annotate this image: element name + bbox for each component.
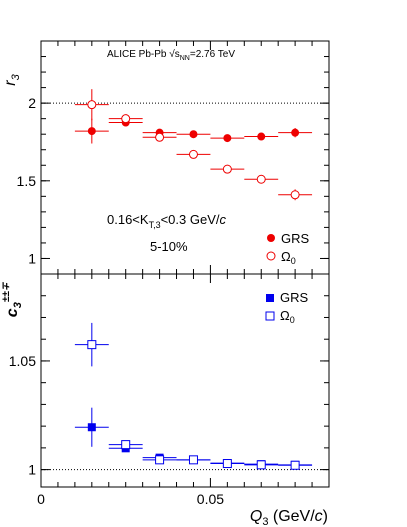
y-tick-label: 1: [28, 250, 36, 266]
legend-grs-label-top: GRS: [281, 231, 310, 246]
experiment-text: ALICE Pb-Pb √s: [107, 48, 180, 60]
data-point: [188, 149, 198, 159]
experiment-annotation: ALICE Pb-Pb √sNN=2.76 TeV: [107, 48, 235, 62]
kt-tail: <0.3 GeV/: [161, 212, 220, 227]
data-point: [223, 134, 232, 143]
legend-omega-marker-red: [266, 251, 276, 261]
data-point: [121, 440, 131, 450]
xlabel-unit-c: c: [315, 508, 323, 525]
bottom-legend: GRS Ω0: [265, 290, 309, 325]
y-tick-label: 1: [28, 462, 36, 478]
bottom-ylabel: c3±±∓: [1, 281, 24, 317]
legend-omega-label-bottom: Ω0: [280, 308, 295, 325]
data-point: [222, 164, 232, 174]
xlabel-unit-suffix: ): [323, 508, 328, 525]
data-point: [188, 455, 198, 465]
kt-annotation: 0.16<KT,3<0.3 GeV/c: [107, 212, 227, 230]
xlabel-unit-prefix: (GeV/: [268, 508, 315, 525]
data-marks: [74, 89, 313, 470]
y-tick-label: 1.5: [17, 173, 37, 189]
legend-omega-marker-blue: [265, 311, 275, 321]
xlabel-q: Q: [250, 508, 262, 525]
bottom-ylabel-main: c: [4, 308, 21, 317]
data-point: [87, 127, 96, 136]
data-point: [291, 128, 300, 137]
energy-sub: NN: [180, 55, 190, 62]
data-point: [121, 114, 131, 124]
y-tick-label: 2: [28, 95, 36, 111]
axis-ticks: 1 1.5 2 1 1.05 0 0.05: [9, 40, 330, 507]
data-point: [256, 460, 266, 470]
legend-omega-bottom-sub: 0: [290, 315, 295, 325]
legend-omega-top-sub: 0: [291, 256, 296, 266]
data-point: [87, 340, 97, 350]
energy-value: =2.76 TeV: [190, 49, 235, 60]
reference-lines: [41, 102, 329, 471]
data-point: [189, 130, 198, 139]
x-tick-label: 0.05: [197, 491, 224, 507]
bottom-panel-frame: [40, 273, 330, 488]
data-point: [256, 174, 266, 184]
top-ylabel-main: r: [2, 80, 19, 86]
legend-omega-label-top: Ω0: [281, 249, 296, 266]
centrality-annotation: 5-10%: [150, 239, 188, 254]
legend-grs-marker-red: [267, 234, 275, 242]
data-point: [290, 460, 300, 470]
bottom-ylabel-sub: 3: [12, 302, 24, 308]
data-point: [155, 132, 165, 142]
legend-omega-bottom-main: Ω: [280, 308, 290, 323]
data-point: [87, 100, 97, 110]
data-point: [87, 423, 96, 432]
x-axis-label: Q3 (GeV/c): [250, 508, 328, 527]
bottom-ylabel-sup: ±±∓: [1, 281, 12, 302]
top-legend: GRS Ω0: [266, 231, 310, 266]
xlabel-sub: 3: [262, 516, 268, 527]
kt-sub: T,3: [149, 220, 161, 230]
top-ylabel: r3: [2, 73, 22, 85]
data-point: [257, 132, 266, 141]
data-point: [222, 459, 232, 469]
x-tick-label: 0: [37, 491, 45, 507]
kt-text: 0.16<K: [107, 212, 149, 227]
data-point: [290, 190, 300, 200]
data-point: [155, 455, 165, 465]
y-tick-label: 1.05: [9, 353, 36, 369]
top-ylabel-sub: 3: [10, 73, 22, 80]
legend-grs-label-bottom: GRS: [280, 290, 309, 305]
legend-grs-marker-blue: [266, 294, 274, 302]
legend-omega-top-main: Ω: [281, 249, 291, 264]
kt-unit: c: [220, 212, 227, 227]
